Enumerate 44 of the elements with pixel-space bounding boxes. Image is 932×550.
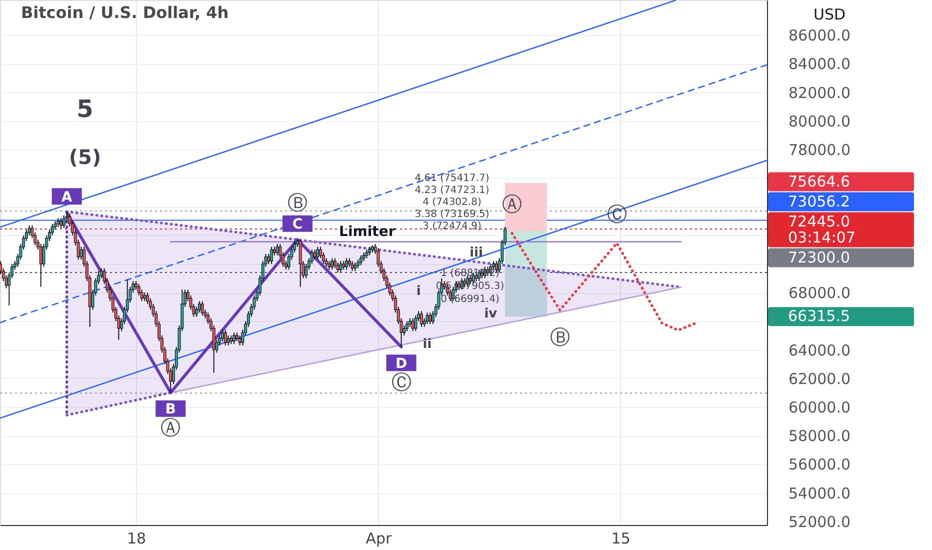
annotation: 3.38 (73169.5)	[414, 209, 490, 220]
data-label: C	[292, 216, 303, 233]
y-tick-label: 58000.0	[788, 427, 851, 446]
annotation: Ⓐ	[160, 416, 181, 440]
annotation: 3 (72474.9)	[422, 221, 482, 232]
annotation: ii	[422, 337, 432, 352]
annotation: Ⓑ	[550, 325, 570, 350]
y-tick-label: 62000.0	[788, 370, 851, 388]
data-label: A	[61, 189, 72, 206]
y-tick-label: 60000.0	[788, 398, 851, 416]
ref-line-label: 72445.0 03:14:07	[788, 212, 856, 246]
annotation: Ⓒ	[391, 370, 412, 394]
y-tick-label: 80000.0	[788, 112, 851, 130]
y-tick-label: 54000.0	[788, 484, 851, 502]
series-label: Limiter	[339, 224, 396, 240]
text: 66315.5	[788, 307, 850, 326]
y-tick-label: 52000.0	[788, 512, 851, 531]
data-label: D	[395, 356, 408, 372]
annotation: 5	[76, 95, 94, 123]
annotation: 0 (66991.4)	[440, 294, 500, 305]
text: 72300.0	[788, 248, 850, 266]
y-tick-label: 56000.0	[788, 456, 851, 474]
y-tick-label: 84000.0	[788, 55, 851, 74]
y-tick-label: 68000.0	[788, 284, 851, 302]
annotation: iv	[484, 306, 498, 322]
annotation: 4 (74302.8)	[422, 197, 482, 208]
annotation: iii	[470, 246, 483, 261]
y-tick-label: 82000.0	[788, 84, 851, 102]
x-tick-label: 15	[611, 530, 630, 548]
data-label: B	[165, 402, 176, 418]
y-tick-label: 78000.0	[788, 140, 851, 159]
annotation: Ⓑ	[287, 190, 308, 215]
annotation: (5)	[68, 145, 102, 169]
x-tick-label: 18	[126, 530, 146, 548]
annotation: 4.23 (74723.1)	[414, 185, 490, 196]
x-tick-label: Apr	[366, 530, 393, 548]
y-axis-title: USD	[813, 6, 846, 24]
y-tick-label: 64000.0	[788, 341, 851, 360]
chart-title: Bitcoin / U.S. Dollar, 4h	[20, 2, 229, 22]
text: 75664.6	[788, 172, 850, 190]
annotation: Ⓐ	[502, 192, 522, 216]
annotation: i	[416, 284, 421, 300]
ref-line-label: 73056.2	[788, 192, 850, 210]
y-tick-label: 86000.0	[788, 26, 851, 45]
